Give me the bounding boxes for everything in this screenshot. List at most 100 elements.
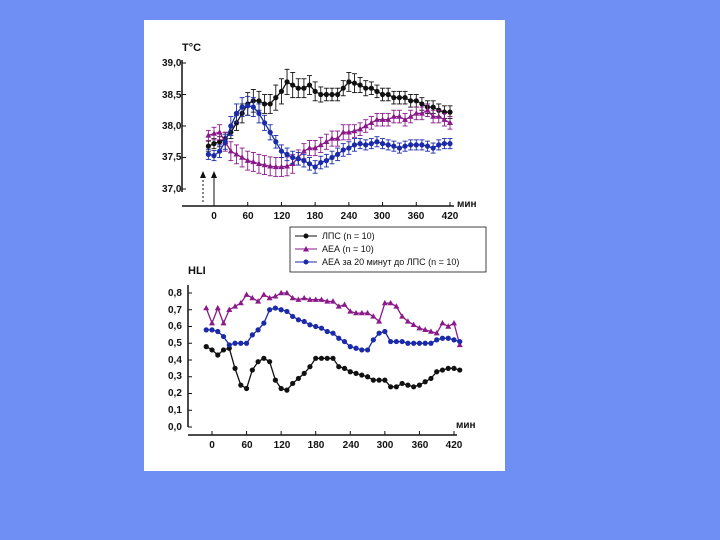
hli-ytick-label: 0,5 (168, 338, 182, 349)
temperature-point-aea-pre (447, 141, 453, 147)
temperature-point-aea (340, 129, 347, 135)
hli-point-lps (382, 377, 388, 383)
hli-point-aea-pre (405, 340, 411, 346)
hli-point-lps (307, 364, 313, 370)
hli-point-aea (387, 299, 394, 306)
temperature-point-aea-pre (385, 142, 391, 148)
hli-ylabel: HLI (188, 265, 206, 277)
temperature-point-aea-pre (205, 151, 211, 157)
hli-ytick-label: 0,8 (168, 288, 182, 299)
hli-point-aea-pre (215, 328, 221, 335)
hli-point-aea-pre (301, 318, 307, 325)
hli-xunit-label: мин (456, 420, 476, 431)
hli-point-lps (399, 380, 405, 387)
hli-point-aea-pre (290, 313, 296, 320)
temperature-point-aea (233, 151, 240, 157)
temperature-point-aea-pre (217, 148, 223, 154)
temperature-point-aea-pre (408, 142, 414, 148)
hli-point-lps (428, 375, 434, 382)
hli-point-aea-pre (341, 338, 348, 345)
hli-point-aea (353, 309, 360, 316)
hli-point-aea (456, 341, 463, 348)
temperature-point-aea (261, 161, 268, 168)
hli-point-lps (445, 365, 451, 371)
temperature-point-aea-pre (396, 145, 403, 151)
hli-series-lps (203, 344, 463, 393)
hli-xtick-label: 240 (343, 440, 360, 451)
legend-box (289, 226, 487, 273)
hli-point-lps (261, 355, 267, 361)
hli-point-aea (318, 296, 325, 302)
temperature-point-aea (441, 116, 448, 122)
temperature-point-aea-pre (402, 143, 408, 149)
temperature-point-aea (373, 116, 380, 122)
temperature-xtick-label: 180 (307, 211, 324, 222)
hli-point-lps (243, 385, 250, 392)
hli-point-lps (364, 374, 371, 380)
temperature-point-aea (379, 116, 386, 122)
temperature-point-aea (357, 125, 364, 132)
temperature-point-aea (329, 135, 335, 141)
temperature-point-lps (256, 98, 262, 104)
legend-marker-aea-pre (303, 259, 309, 265)
temperature-point-aea-pre (250, 104, 256, 110)
temperature-point-aea-pre (256, 110, 262, 116)
temperature-point-lps (413, 98, 419, 104)
series-layer (182, 62, 463, 435)
hli-point-lps (359, 372, 365, 378)
hli-point-aea (439, 319, 446, 326)
hli-point-lps (290, 380, 296, 387)
hli-series-aea-pre (203, 305, 463, 353)
hli-point-aea-pre (439, 335, 446, 341)
temperature-point-lps (368, 85, 374, 91)
hli-point-aea-pre (295, 317, 302, 323)
hli-point-aea-pre (370, 337, 376, 343)
hli-point-aea (422, 326, 429, 333)
hli-xtick-label: 60 (241, 440, 253, 451)
hli-point-lps (209, 347, 215, 353)
hli-point-aea-pre (382, 328, 388, 335)
hli-point-aea (237, 299, 244, 306)
temperature-point-aea (211, 130, 217, 136)
hli-point-aea-pre (347, 344, 353, 350)
hli-point-aea (306, 296, 313, 302)
temperature-point-lps (273, 95, 279, 101)
temperature-point-aea-pre (329, 154, 335, 161)
hli-xtick-label: 180 (308, 440, 325, 451)
temperature-point-aea-pre (357, 141, 363, 147)
hli-point-aea-pre (203, 327, 209, 333)
hli-point-lps (278, 385, 284, 392)
temperature-point-lps (295, 85, 301, 91)
hli-point-aea-pre (364, 347, 371, 353)
hli-point-aea-pre (313, 323, 319, 330)
temperature-point-aea (424, 107, 431, 113)
hli-point-aea (364, 309, 371, 316)
temperature-point-aea (306, 144, 313, 151)
legend: ЛПС (n = 10) АЕА (n = 10) АЕА за 20 мину… (289, 226, 487, 273)
temperature-point-aea (216, 129, 223, 135)
temperature-xtick-label: 120 (274, 211, 291, 222)
temperature-point-aea (407, 113, 414, 119)
hli-point-lps (238, 382, 244, 388)
temperature-ylabel: T°C (182, 42, 201, 54)
hli-point-aea (393, 303, 400, 309)
temperature-point-aea (385, 116, 392, 122)
temperature-series-lps (205, 68, 453, 152)
hli-point-aea-pre (330, 330, 336, 336)
temperature-point-aea-pre (323, 158, 329, 164)
hli-point-aea-pre (261, 320, 267, 326)
temperature-point-lps (351, 80, 358, 86)
hli-point-aea (341, 301, 348, 307)
hli-point-lps (416, 382, 423, 388)
hli-point-aea-pre (422, 340, 428, 346)
hli-line-lps (205, 346, 460, 391)
temperature-point-aea (250, 158, 257, 165)
hli-point-aea (295, 296, 302, 302)
hli-point-aea (433, 330, 440, 336)
temperature-xtick-label: 0 (211, 211, 217, 222)
hli-point-aea (376, 318, 383, 324)
hli-point-aea-pre (451, 337, 457, 343)
hli-point-lps (330, 355, 336, 361)
temperature-point-aea (300, 148, 307, 154)
temperature-point-lps (379, 91, 386, 98)
